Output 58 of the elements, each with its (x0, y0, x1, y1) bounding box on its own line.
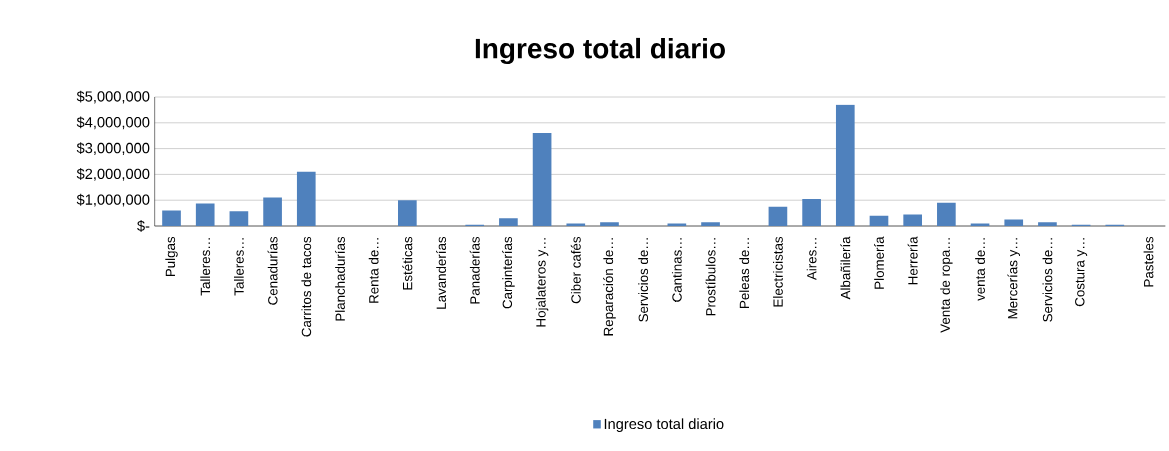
bar (802, 198, 821, 226)
bar (835, 104, 855, 226)
bar (532, 133, 552, 226)
y-tick-label: $1,000,000 (76, 193, 150, 207)
x-tick-label: Servicios de… (1042, 238, 1053, 322)
x-tick-label: Renta de… (368, 238, 379, 303)
bar (869, 215, 889, 226)
bar (195, 203, 215, 226)
x-tick-label: Pasteles (1143, 236, 1154, 287)
x-tick-label: Hojalateros y… (535, 238, 549, 327)
y-tick-label: $5,000,000 (76, 90, 150, 104)
bar (566, 223, 586, 226)
x-tick-label: Lavanderías (436, 236, 446, 309)
x-tick-label: Peleas de… (739, 238, 750, 308)
bar (701, 222, 720, 226)
x-tick-label: Talleres… (234, 238, 244, 296)
x-tick-label: Panaderías (469, 236, 480, 304)
bar (398, 200, 417, 226)
x-tick-label: Carritos de tacos (301, 236, 312, 337)
bar (499, 218, 518, 226)
x-tick-label: Venta de ropa… (940, 238, 953, 333)
x-tick-label: Planchadurías (334, 236, 345, 321)
x-tick-label: Estéticas (402, 236, 413, 290)
y-tick-label: $4,000,000 (76, 116, 150, 130)
x-tick-label: Aires… (806, 238, 817, 281)
x-tick-label: Ciber cafés (570, 236, 581, 304)
x-tick-label: Electricistas (773, 236, 783, 307)
x-tick-label: Carpinterías (502, 236, 515, 309)
x-tick-label: Cantinas… (671, 238, 682, 302)
bar (970, 223, 990, 226)
bar (600, 222, 619, 226)
legend-label: Ingreso total diario (604, 418, 724, 432)
x-tick-label: venta de… (975, 238, 985, 301)
x-tick-label: Herrería (907, 236, 918, 285)
bar (903, 214, 923, 226)
bar (296, 171, 316, 226)
x-tick-label: Servicios de… (638, 238, 649, 322)
bar (1004, 219, 1024, 226)
bar (1038, 222, 1057, 226)
x-tick-label: Reparación de… (603, 238, 616, 336)
x-tick-label: Albañilería (840, 236, 851, 300)
y-tick-label: $2,000,000 (76, 168, 150, 181)
x-tick-label: Costura y… (1075, 238, 1088, 307)
y-tick-label: $- (137, 220, 150, 232)
bar (667, 223, 687, 226)
x-tick-label: Mercerías y… (1007, 238, 1021, 319)
bar (263, 197, 282, 226)
x-tick-label: Pulgas (165, 236, 178, 277)
x-tick-label: Plomería (874, 236, 884, 289)
bar (768, 206, 788, 226)
x-tick-label: Prostíbulos… (705, 238, 716, 316)
bar (937, 202, 956, 226)
y-tick-label: $3,000,000 (76, 142, 150, 155)
bar (162, 210, 181, 226)
x-tick-label: Talleres… (200, 238, 211, 296)
x-tick-label: Cenadurías (267, 236, 278, 305)
chart-title: Ingreso total diario (475, 37, 725, 65)
bar (229, 211, 249, 226)
